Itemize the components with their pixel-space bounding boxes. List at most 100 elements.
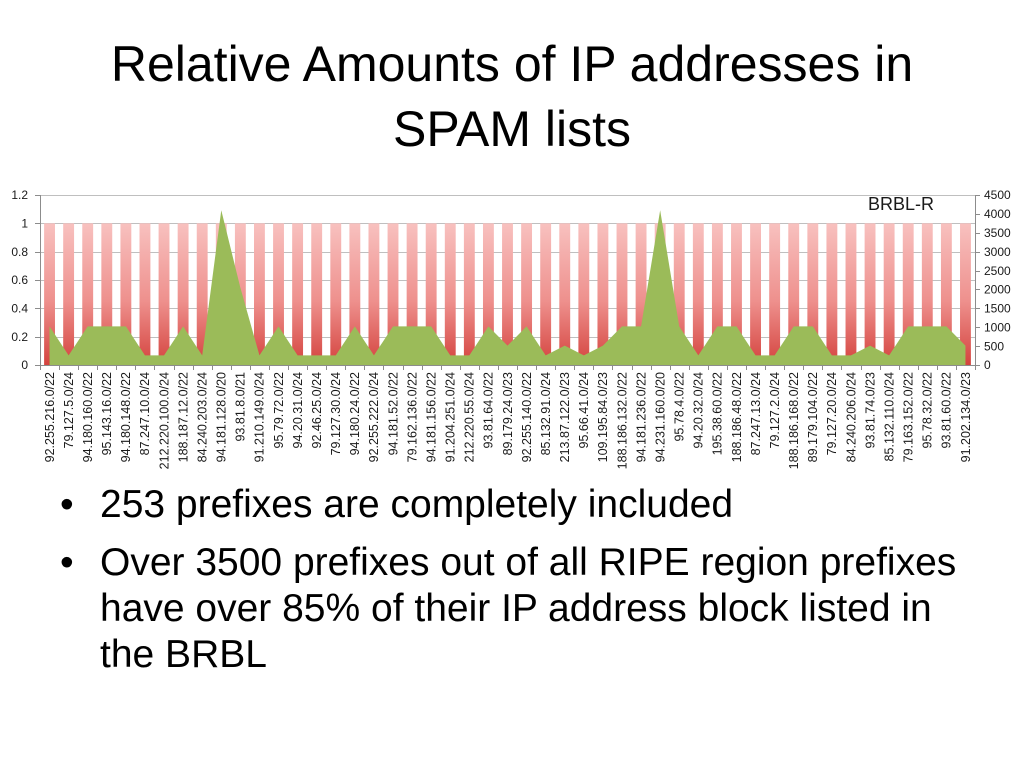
bar	[864, 223, 876, 365]
x-tick-label: 94.20.31.0/24	[291, 372, 305, 449]
x-tick-label: 79.163.152.0/22	[902, 372, 916, 462]
bar	[273, 223, 284, 365]
bar	[463, 223, 475, 365]
y-tick-label: 0.6	[11, 273, 28, 287]
x-tick-label: 89.179.24.0/23	[501, 372, 515, 455]
x-tick-label: 85.132.110.0/24	[882, 372, 896, 461]
x-tick-label: 95.143.16.0/22	[100, 372, 114, 455]
x-tick-label: 109.195.84.0/23	[596, 372, 610, 462]
bar	[921, 223, 933, 365]
y-tick-label: 1.2	[11, 188, 28, 202]
bullet-marker: •	[60, 483, 74, 526]
bar	[940, 223, 952, 365]
y2-tick-label: 4000	[984, 207, 1011, 221]
bar	[711, 223, 723, 365]
bar	[750, 223, 761, 365]
y2-tick-label: 1500	[984, 302, 1011, 316]
bar	[578, 223, 590, 365]
bar	[368, 223, 380, 365]
x-tick-label: 91.202.134.0/23	[959, 372, 973, 462]
bar	[692, 223, 704, 365]
x-tick-label: 79.127.5.0/24	[62, 372, 76, 449]
bar	[349, 223, 361, 365]
bar	[902, 223, 914, 365]
bar	[177, 223, 189, 365]
area-series	[49, 210, 966, 365]
bar	[845, 223, 857, 365]
bar	[960, 223, 971, 365]
x-tick-label: 92.255.216.0/22	[43, 372, 57, 462]
y-tick-label: 1	[21, 217, 28, 231]
y-tick-label: 0	[21, 358, 28, 372]
chart: 0 0.2 0.4 0.6 0.8 1 1.2 0 500 1000 1500 2000 2500 30…	[11, 188, 1011, 469]
y2-tick-label: 3000	[984, 245, 1011, 259]
x-tick-label: 87.247.13.0/24	[749, 372, 763, 455]
bar	[292, 223, 304, 365]
bar	[387, 223, 399, 365]
bar	[158, 223, 170, 365]
bullet-text: Over 3500 prefixes out of all RIPE regio…	[100, 541, 957, 584]
bar	[254, 223, 265, 365]
x-tick-label: 94.181.236.0/22	[634, 372, 648, 462]
y-axis-labels: 0 0.2 0.4 0.6 0.8 1 1.2	[11, 188, 28, 372]
bar	[769, 223, 781, 365]
bullet-marker: •	[60, 541, 74, 584]
bar	[120, 223, 132, 365]
bar	[673, 223, 685, 365]
bar	[101, 223, 113, 365]
x-tick-label: 79.127.30.0/24	[329, 372, 343, 455]
slide-title: Relative Amounts of IP addresses in SPAM…	[110, 36, 914, 157]
bar	[883, 223, 895, 365]
x-tick-label: 93.81.8.0/21	[234, 372, 248, 442]
bar	[788, 223, 800, 365]
y2-tick-label: 500	[984, 339, 1004, 353]
x-tick-label: 93.81.64.0/22	[482, 372, 496, 449]
bar	[406, 223, 418, 365]
bar	[807, 223, 819, 365]
x-tick-label: 95.78.32.0/22	[921, 372, 935, 449]
x-tick-label: 188.187.12.0/22	[176, 372, 190, 462]
x-axis-labels: 92.255.216.0/22 79.127.5.0/24 94.180.160.0…	[43, 372, 973, 469]
x-tick-label: 213.87.122.0/23	[558, 372, 572, 462]
x-tick-label: 94.180.24.0/22	[348, 372, 362, 455]
bullet-text: have over 85% of their IP address block …	[100, 587, 932, 630]
bar	[540, 223, 552, 365]
x-tick-label: 79.162.136.0/22	[405, 372, 419, 462]
y2-axis-labels: 0 500 1000 1500 2000 2500 3000 3500 4000 4500	[984, 188, 1011, 372]
y2-tick-label: 1000	[984, 320, 1011, 334]
x-tick-label: 92.255.222.0/24	[367, 372, 381, 462]
x-tick-label: 94.181.52.0/22	[386, 372, 400, 455]
x-tick-label: 212.220.55.0/24	[463, 372, 477, 462]
y-tick-label: 0.2	[11, 330, 28, 344]
bar	[826, 223, 838, 365]
x-tick-label: 212.220.100.0/24	[157, 372, 171, 469]
bar	[82, 223, 94, 365]
x-tick-label: 92.255.140.0/22	[520, 372, 534, 462]
x-tick-label: 79.127.20.0/24	[825, 372, 839, 455]
bar	[63, 223, 75, 365]
x-tick-label: 195.38.60.0/22	[711, 372, 725, 455]
x-tick-label: 93.81.60.0/22	[940, 372, 954, 449]
x-tick-label: 94.20.32.0/24	[692, 372, 706, 449]
axes	[35, 195, 980, 370]
x-tick-label: 94.231.160.0/20	[653, 372, 667, 462]
bar	[502, 223, 513, 365]
y2-tick-label: 0	[984, 358, 991, 372]
x-tick-label: 91.210.149.0/24	[253, 372, 267, 462]
bullet-text: the BRBL	[100, 633, 267, 676]
bar	[44, 223, 55, 365]
chart-annotation: BRBL-R	[868, 194, 934, 214]
x-tick-label: 79.127.2.0/24	[768, 372, 782, 449]
y-tick-label: 0.4	[11, 302, 28, 316]
area-series-layer	[49, 210, 966, 365]
y-tick-label: 0.8	[11, 245, 28, 259]
x-tick-label: 91.204.251.0/24	[444, 372, 458, 462]
bar	[196, 223, 208, 365]
x-tick-label: 94.181.128.0/20	[215, 372, 229, 462]
y2-tick-label: 2000	[984, 283, 1011, 297]
y2-tick-label: 3500	[984, 226, 1011, 240]
x-tick-label: 95.79.72.0/22	[272, 372, 286, 449]
x-tick-label: 87.247.10.0/24	[138, 372, 152, 455]
x-tick-label: 95.66.41.0/24	[577, 372, 591, 449]
x-tick-label: 188.186.168.0/22	[787, 372, 801, 469]
